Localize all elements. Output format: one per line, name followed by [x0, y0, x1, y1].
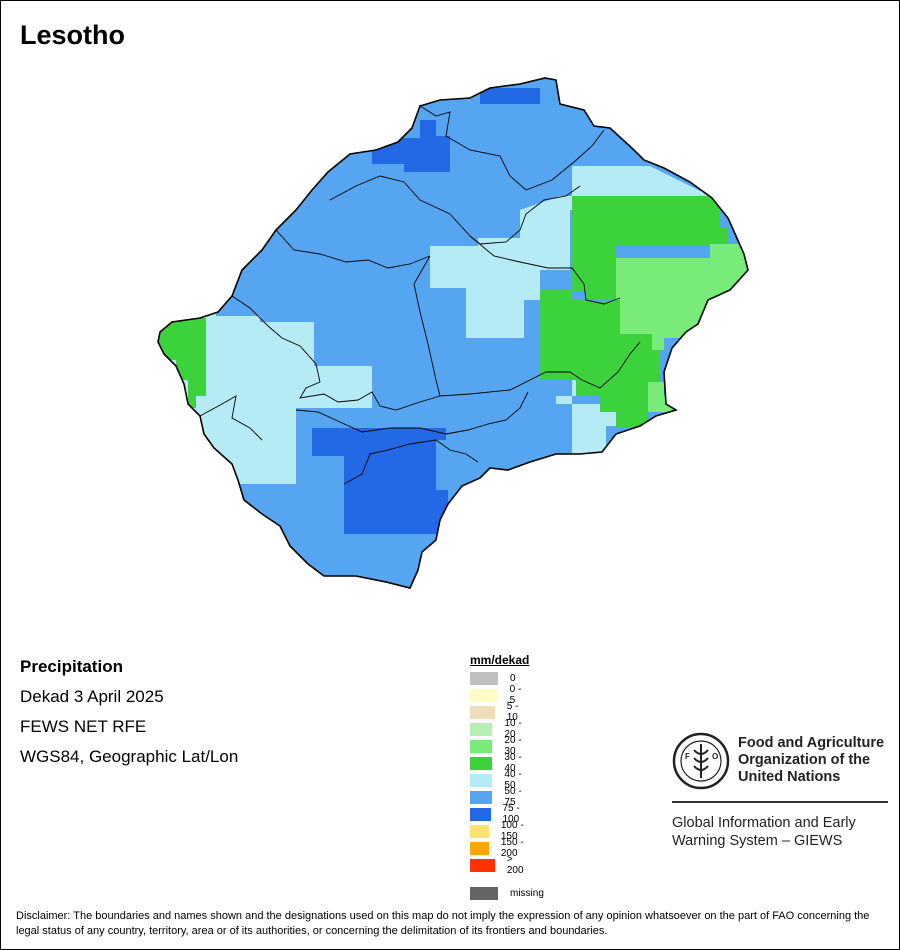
legend-swatch: [470, 790, 493, 804]
rainfall-grid: [158, 78, 748, 588]
legend-item: 5 - 10: [470, 701, 529, 723]
map-info: Precipitation Dekad 3 April 2025 FEWS NE…: [20, 656, 238, 776]
legend-label: 20 - 30: [504, 735, 522, 757]
giews-name: Global Information and Early Warning Sys…: [672, 815, 856, 849]
district-boundaries: [199, 105, 641, 485]
legend-label: 50 - 75: [504, 786, 522, 808]
legend-swatch: [470, 671, 498, 685]
legend-item: 0 - 5: [470, 684, 529, 706]
legend-item: > 200: [470, 854, 529, 876]
svg-text:O: O: [712, 752, 718, 761]
legend-item: 10 - 20: [470, 718, 529, 740]
map-title: Lesotho: [20, 20, 125, 50]
legend-item: missing: [470, 886, 544, 900]
country-boundary: [157, 77, 749, 589]
disclaimer: Disclaimer: The boundaries and names sho…: [16, 910, 870, 937]
legend-swatch: [470, 841, 489, 855]
legend-item: 20 - 30: [470, 735, 529, 757]
legend-label: 0 - 5: [509, 684, 522, 706]
legend-swatch: [470, 773, 493, 787]
legend-label: > 200: [506, 854, 524, 876]
legend-label: 30 - 40: [504, 752, 522, 774]
legend-label: 150 - 200: [500, 837, 524, 859]
legend-item: 150 - 200: [470, 837, 529, 859]
period-label: Dekad 3 April 2025: [20, 687, 164, 706]
legend-label: 0: [510, 672, 516, 684]
legend-swatch: [470, 739, 493, 753]
legend-label: missing: [510, 887, 544, 899]
svg-text:F: F: [685, 752, 690, 761]
legend-swatch: [470, 858, 495, 872]
legend-swatch: [470, 886, 498, 900]
fao-logo-icon: F O: [672, 732, 730, 790]
legend-label: 75 - 100: [502, 803, 520, 825]
legend-swatch: [470, 705, 495, 719]
precipitation-map: [157, 77, 749, 589]
legend-item: 50 - 75: [470, 786, 529, 808]
legend-label: 40 - 50: [504, 769, 522, 791]
projection-label: WGS84, Geographic Lat/Lon: [20, 747, 239, 766]
legend-title: mm/dekad: [470, 653, 530, 667]
legend-label: 10 - 20: [504, 718, 522, 740]
legend-swatch: [470, 688, 498, 702]
legend-item: 30 - 40: [470, 752, 529, 774]
source-label: FEWS NET RFE: [20, 717, 147, 736]
legend-swatch: [470, 722, 493, 736]
legend-swatch: [470, 756, 493, 770]
variable-label: Precipitation: [20, 657, 123, 676]
legend-label: 100 - 150: [500, 820, 524, 842]
legend-swatch: [470, 824, 489, 838]
legend-label: 5 - 10: [506, 701, 519, 723]
legend-item: 100 - 150: [470, 820, 529, 842]
legend-swatch: [470, 807, 491, 821]
fao-name: Food and Agriculture Organization of the…: [738, 735, 885, 785]
legend-item: 40 - 50: [470, 769, 529, 791]
legend-item: 75 - 100: [470, 803, 529, 825]
divider: [672, 801, 888, 803]
legend-item: 0: [470, 671, 516, 685]
